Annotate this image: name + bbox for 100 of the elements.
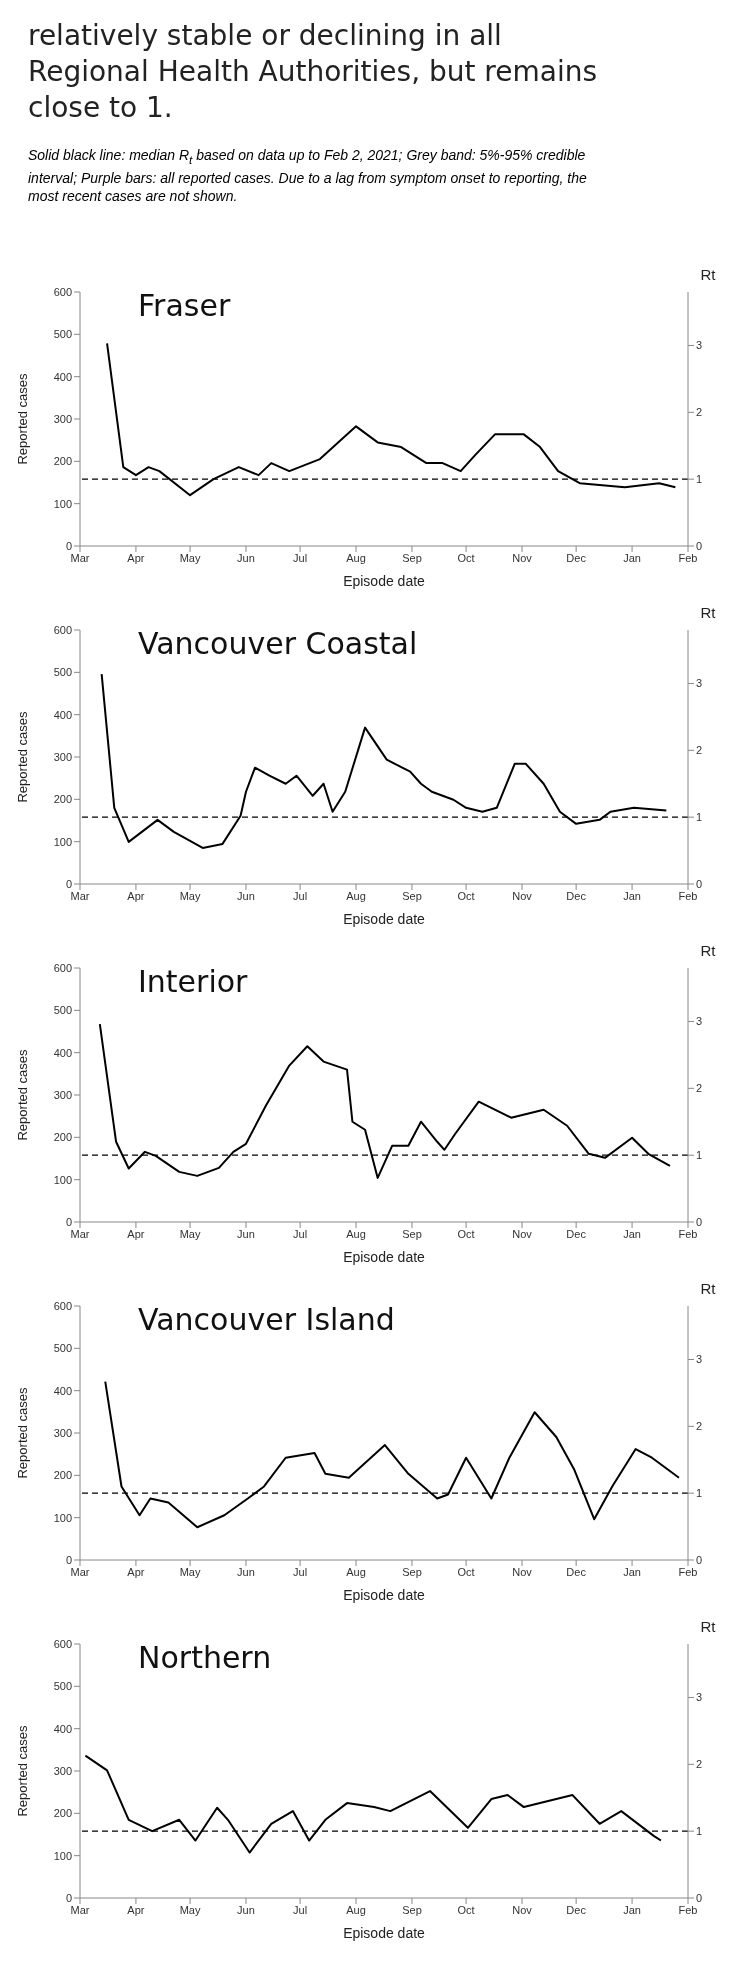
y2-tick-label: 0 (696, 877, 703, 890)
x-tick-label: Nov (512, 1227, 533, 1240)
x-tick-label: Jun (237, 1903, 255, 1916)
y2-tick-label: 3 (696, 1353, 703, 1366)
x-tick-label: Aug (346, 1227, 366, 1240)
y2-axis-title: Rt (700, 1618, 717, 1635)
y-tick-label: 0 (65, 877, 72, 890)
y-tick-label: 400 (53, 370, 72, 383)
y-tick-label: 200 (53, 1131, 72, 1144)
x-tick-label: Apr (127, 889, 145, 902)
y2-axis-title: Rt (700, 1280, 717, 1297)
x-tick-label: Jan (623, 1903, 641, 1916)
y-tick-label: 0 (65, 1215, 72, 1228)
y2-tick-label: 0 (696, 1553, 703, 1566)
x-tick-label: Jul (293, 551, 308, 564)
y-tick-label: 600 (53, 1299, 72, 1312)
y2-axis-title: Rt (700, 266, 717, 283)
x-tick-label: Jun (237, 551, 255, 564)
y-tick-label: 600 (53, 961, 72, 974)
chart-title: Interior (138, 964, 249, 1000)
x-tick-label: Apr (127, 1565, 145, 1578)
x-tick-label: Feb (678, 1227, 698, 1240)
x-tick-label: Sep (402, 1565, 422, 1578)
y2-tick-label: 3 (696, 1691, 703, 1704)
x-tick-label: Jul (293, 1227, 308, 1240)
y-tick-label: 200 (53, 1469, 72, 1482)
x-tick-label: May (179, 1903, 201, 1916)
text: relatively stable or declining in all Regional Health Authorities, but remains close to 1. (28, 18, 599, 126)
x-tick-label: Aug (346, 1903, 366, 1916)
y2-tick-label: 3 (696, 339, 703, 352)
x-tick-label: Jul (293, 889, 308, 902)
y2-tick-label: 2 (696, 744, 703, 757)
x-tick-label: Nov (512, 551, 533, 564)
x-tick-label: Sep (402, 1903, 422, 1916)
y2-tick-label: 0 (696, 539, 703, 552)
y-tick-label: 300 (53, 1764, 72, 1777)
x-tick-label: Jun (237, 1565, 255, 1578)
y-tick-label: 500 (53, 328, 72, 341)
y-axis-title: Reported cases (14, 1724, 30, 1817)
y2-axis-title: Rt (700, 604, 717, 621)
x-tick-label: Oct (457, 1227, 475, 1240)
y-tick-label: 500 (53, 1342, 72, 1355)
chart-title: Northern (138, 1640, 273, 1676)
x-tick-label: Nov (512, 1903, 533, 1916)
x-tick-label: May (179, 1565, 201, 1578)
y2-tick-label: 2 (696, 1758, 703, 1771)
x-tick-label: Dec (566, 551, 587, 564)
x-tick-label: Mar (70, 1903, 90, 1916)
x-axis-title: Episode date (343, 1587, 426, 1603)
x-tick-label: Feb (678, 1903, 698, 1916)
x-tick-label: Dec (566, 889, 587, 902)
x-tick-label: May (179, 551, 201, 564)
x-tick-label: Mar (70, 889, 90, 902)
x-axis-title: Episode date (343, 573, 426, 589)
y-tick-label: 400 (53, 1046, 72, 1059)
y-tick-label: 300 (53, 1088, 72, 1101)
y-tick-label: 400 (53, 1384, 72, 1397)
y-tick-label: 500 (53, 666, 72, 679)
y-tick-label: 200 (53, 1807, 72, 1820)
y-axis-title: Reported cases (14, 710, 30, 803)
y2-tick-label: 1 (696, 1487, 703, 1500)
y-tick-label: 500 (53, 1004, 72, 1017)
y-axis-title: Reported cases (14, 372, 30, 465)
x-tick-label: Sep (402, 889, 422, 902)
y-tick-label: 0 (65, 1553, 72, 1566)
x-tick-label: Nov (512, 889, 533, 902)
y-tick-label: 0 (65, 1891, 72, 1904)
x-tick-label: Jan (623, 551, 641, 564)
y-axis-title: Reported cases (14, 1386, 30, 1479)
y-tick-label: 100 (53, 835, 72, 848)
x-tick-label: Dec (566, 1903, 587, 1916)
y-tick-label: 300 (53, 750, 72, 763)
y-tick-label: 100 (53, 1849, 72, 1862)
x-tick-label: Mar (70, 551, 90, 564)
x-tick-label: Aug (346, 1565, 366, 1578)
x-tick-label: Feb (678, 551, 698, 564)
y2-tick-label: 1 (696, 473, 703, 486)
x-tick-label: Jan (623, 1565, 641, 1578)
x-tick-label: Sep (402, 551, 422, 564)
x-tick-label: Apr (127, 551, 145, 564)
x-tick-label: Feb (678, 1565, 698, 1578)
x-axis-title: Episode date (343, 1249, 426, 1265)
y-tick-label: 100 (53, 1173, 72, 1186)
y-tick-label: 300 (53, 412, 72, 425)
y2-tick-label: 2 (696, 1082, 703, 1095)
y2-tick-label: 2 (696, 1420, 703, 1433)
x-tick-label: May (179, 1227, 201, 1240)
y2-tick-label: 1 (696, 811, 703, 824)
x-tick-label: May (179, 889, 201, 902)
x-axis-title: Episode date (343, 911, 426, 927)
x-tick-label: Nov (512, 1565, 533, 1578)
y2-tick-label: 0 (696, 1891, 703, 1904)
text: Solid black line: median R$_{t}$ based on data up to Feb 2, 2021; Grey band: 5%-95% credible interval; Purple bars: all reported cases. Due to a lag from symptom onset to reporting, the most recent cases are not shown. (28, 146, 588, 205)
x-tick-label: Apr (127, 1903, 145, 1916)
y-tick-label: 400 (53, 708, 72, 721)
x-axis-title: Episode date (343, 1925, 426, 1941)
x-tick-label: Apr (127, 1227, 145, 1240)
x-tick-label: Sep (402, 1227, 422, 1240)
y2-tick-label: 3 (696, 677, 703, 690)
y-tick-label: 0 (65, 539, 72, 552)
